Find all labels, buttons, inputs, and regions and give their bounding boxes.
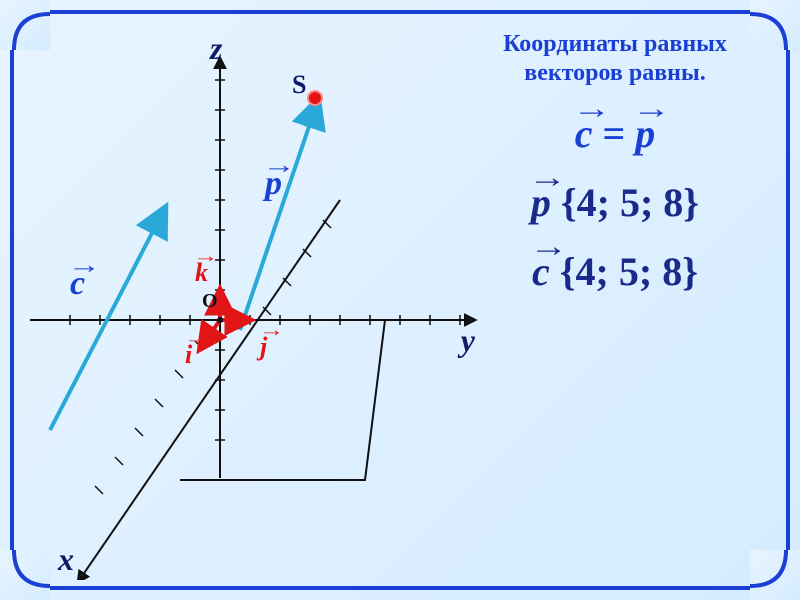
point-s-dot <box>308 91 322 105</box>
origin-label: O <box>202 290 218 313</box>
eq-c-eq-p: c = p <box>460 110 770 157</box>
eq-c-coords: c {4; 5; 8} <box>460 248 770 295</box>
corner-br <box>750 550 800 600</box>
c-coords-value: {4; 5; 8} <box>560 249 698 294</box>
unit-k-label: k <box>195 258 208 288</box>
eq-p-coords: p {4; 5; 8} <box>460 179 770 226</box>
eq-p2: p <box>531 179 551 226</box>
diagram-svg <box>20 20 480 580</box>
origin-dot <box>217 317 223 323</box>
point-s-label: S <box>292 70 306 100</box>
y-axis-label: y <box>461 322 475 359</box>
vector-p <box>240 100 318 330</box>
eq-p: p <box>635 110 655 157</box>
eq-c: c <box>575 110 593 157</box>
coordinate-diagram: z y x O S c p i j k <box>20 20 480 580</box>
eq-c2: c <box>532 248 550 295</box>
heading-line1: Координаты равных <box>503 31 727 57</box>
unit-j-label: j <box>260 332 267 362</box>
vector-p-label: p <box>265 165 282 203</box>
z-axis-label: z <box>210 30 222 67</box>
x-axis-label: x <box>58 541 74 578</box>
text-panel: Координаты равных векторов равны. c = p … <box>460 30 770 317</box>
heading-line2: векторов равны. <box>524 60 706 86</box>
unit-i-label: i <box>185 340 192 370</box>
vector-c-label: c <box>70 265 85 303</box>
p-coords-value: {4; 5; 8} <box>561 180 699 225</box>
projection-box <box>180 320 385 480</box>
heading: Координаты равных векторов равны. <box>460 30 770 88</box>
